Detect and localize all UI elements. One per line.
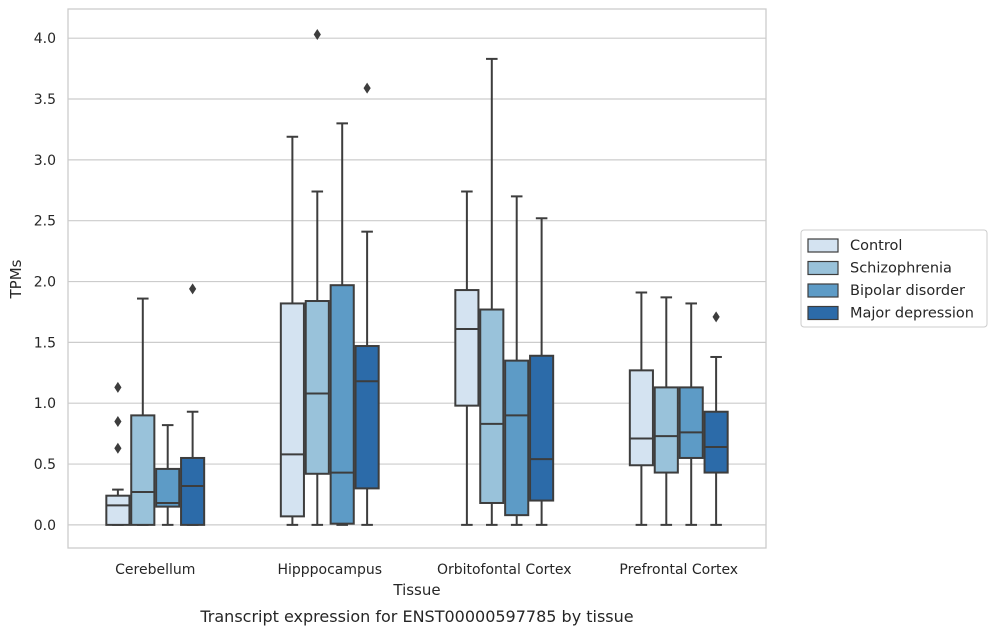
x-tick-labels: Cerebellum Hipppocampus Orbitofontal Corte… [115,562,738,578]
outlier-point [114,381,122,393]
box-control [454,190,480,526]
legend-label: Control [850,238,902,254]
legend-label: Schizophrenia [850,261,952,277]
outlier-point [363,82,371,94]
box-schizophrenia [130,297,156,526]
box-iqr [354,345,380,490]
box-bipolar-disorder [155,424,181,526]
box-iqr [130,414,156,526]
outlier-point [313,29,321,41]
box-iqr [628,369,654,467]
box-iqr [454,289,480,407]
box-iqr [180,456,206,526]
x-tick-label: Cerebellum [115,562,195,578]
legend: Control Schizophrenia Bipolar disorder Majo… [800,229,988,328]
legend-label: Major depression [850,306,974,322]
chart-title: Transcript expression for ENST0000059778… [199,607,633,626]
y-tick-label: 2.0 [34,275,56,291]
box-schizophrenia [653,296,679,526]
box-groups [105,29,729,526]
legend-swatch [807,260,839,276]
legend-swatch [807,305,839,321]
y-tick-label: 3.5 [34,92,56,108]
box-iqr [678,386,704,459]
y-tick-label: 0.0 [34,518,56,534]
box-iqr [279,302,305,518]
y-tick-label: 2.5 [34,214,56,230]
box-iqr [653,386,679,474]
box-iqr [479,308,505,504]
box-bipolar-disorder [504,195,530,526]
y-tick-label: 1.0 [34,396,56,412]
outlier-point [114,415,122,427]
x-tick-label: Hipppocampus [277,562,382,578]
box-schizophrenia [479,57,505,526]
box-iqr [304,300,330,475]
box-iqr [155,467,181,508]
legend-swatch [807,238,839,253]
y-axis-label: TPMs [7,259,25,299]
box-control [279,135,305,526]
box-major-depression [529,217,555,526]
legend-frame [800,229,988,328]
plot-frame [67,8,767,549]
legend-swatch [807,283,839,298]
y-tick-labels: 0.0 0.5 1.0 1.5 2.0 2.5 3.0 3.5 4.0 [34,31,56,534]
x-tick-label: Prefrontal Cortex [619,562,738,578]
y-tick-label: 4.0 [34,31,56,47]
outlier-point [189,283,197,295]
y-tick-label: 1.5 [34,335,56,351]
box-major-depression [180,283,206,526]
box-control [105,381,131,526]
box-iqr [529,354,555,502]
y-tick-label: 3.0 [34,153,56,169]
x-tick-label: Orbitofontal Cortex [437,562,572,578]
y-tick-label: 0.5 [34,457,56,473]
box-iqr [504,359,530,517]
box-major-depression [703,311,729,526]
box-iqr [329,284,355,525]
box-bipolar-disorder [329,122,355,526]
legend-label: Bipolar disorder [850,283,965,299]
box-iqr [703,410,729,474]
box-bipolar-disorder [678,302,704,526]
box-schizophrenia [304,29,330,526]
outlier-point [712,311,720,323]
outlier-point [114,442,122,454]
x-axis-label: Tissue [392,581,440,599]
box-major-depression [354,82,380,526]
box-iqr [105,494,131,526]
box-control [628,291,654,526]
